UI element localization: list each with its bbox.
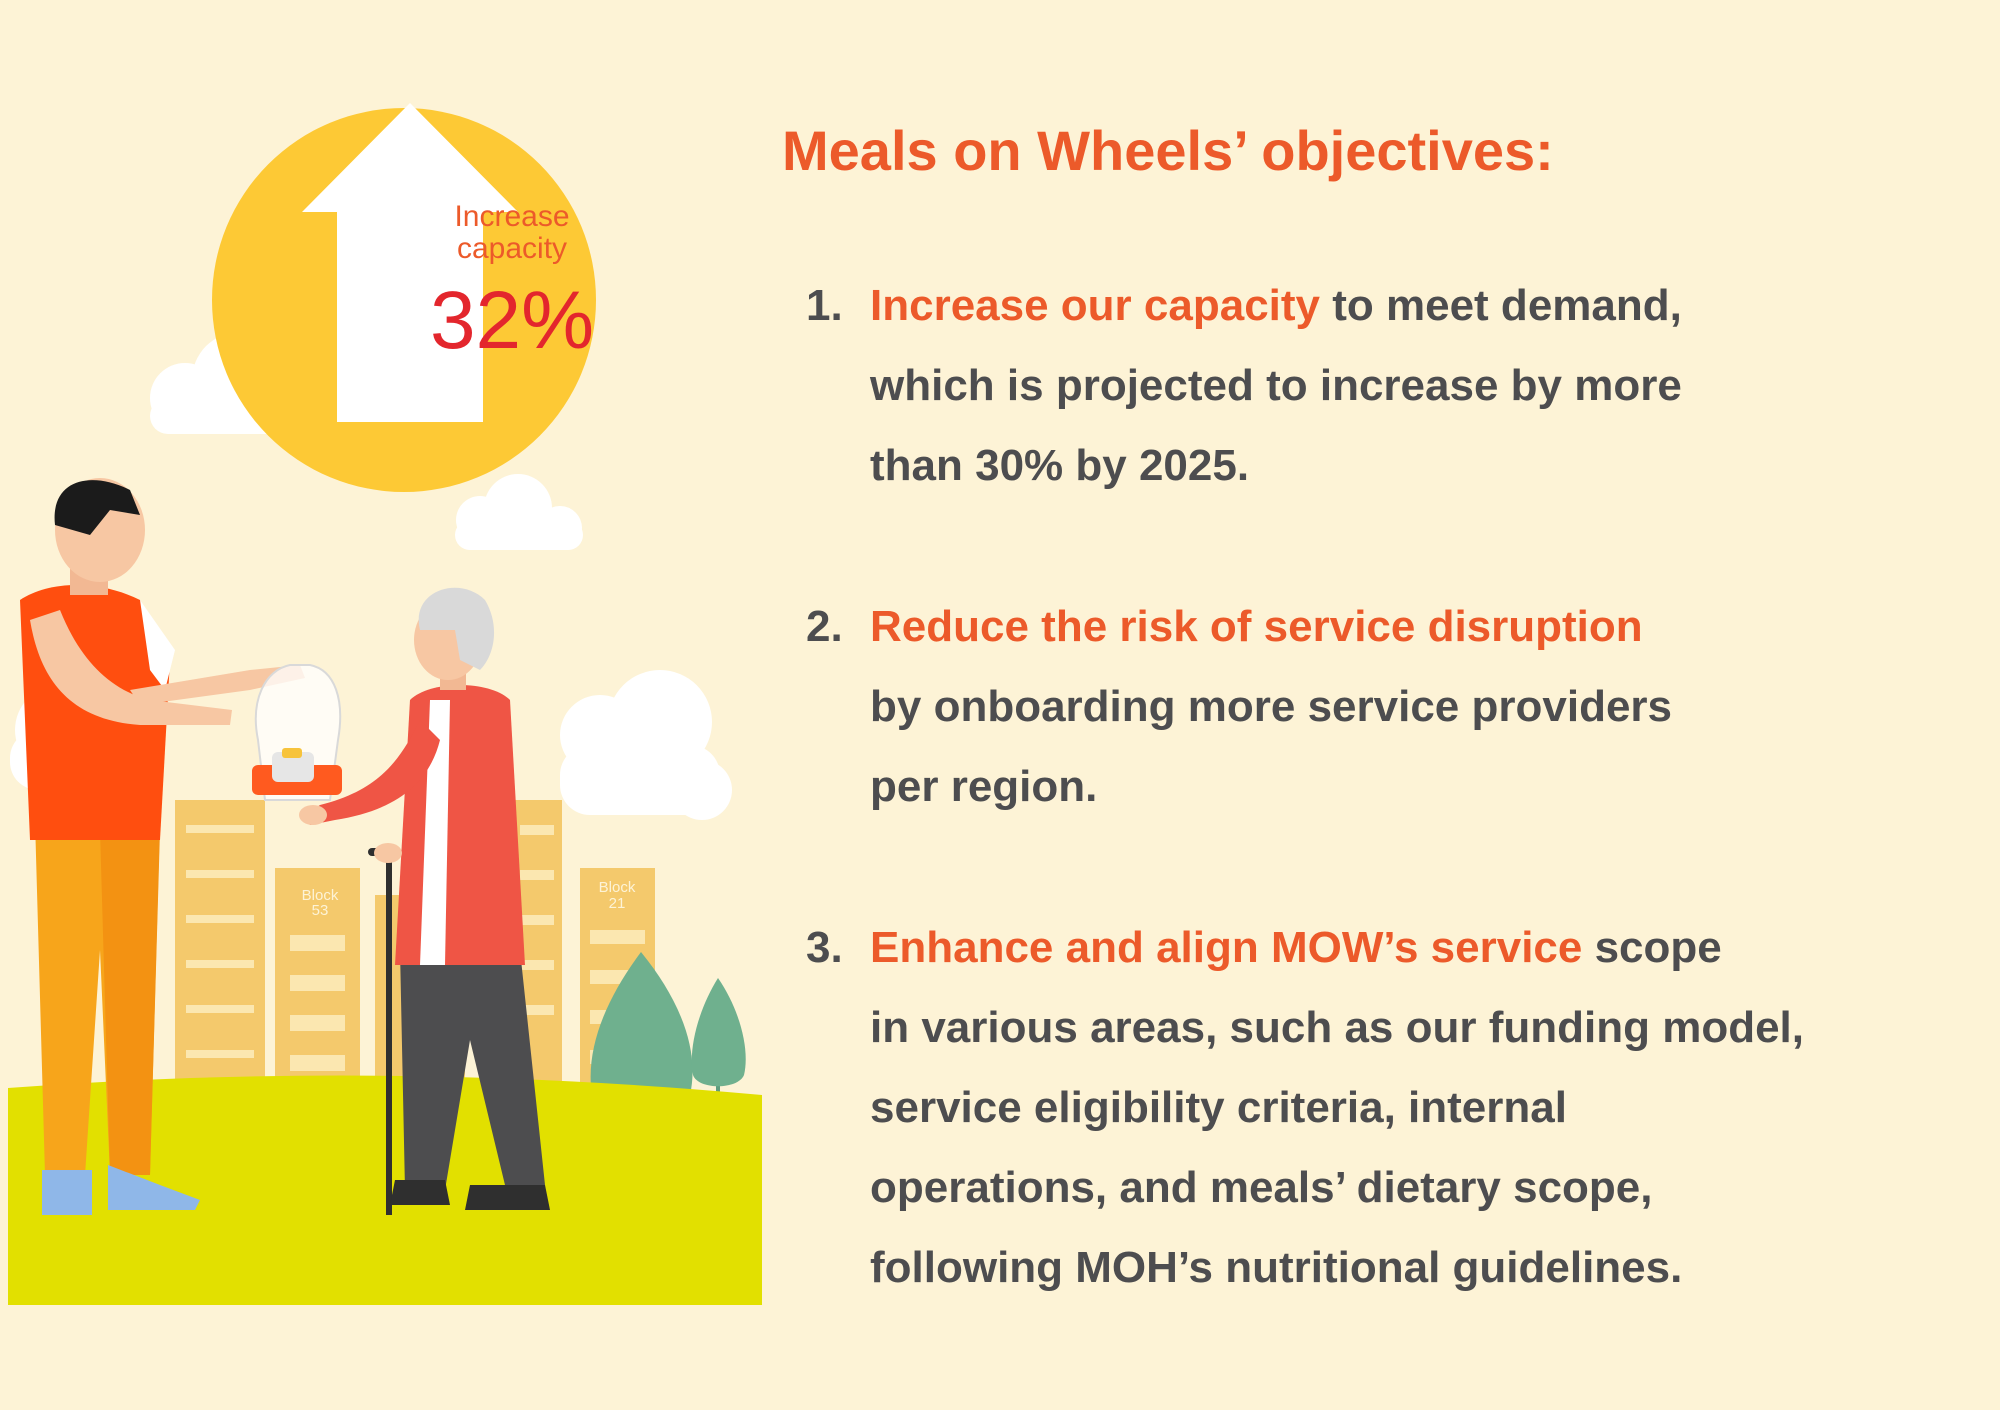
building-left-tall bbox=[175, 800, 265, 1090]
block-21-label-line2: 21 bbox=[609, 895, 626, 912]
capacity-badge: Increase capacity 32% bbox=[212, 103, 596, 492]
illustration: Increase capacity 32% Block 53 bbox=[8, 103, 762, 1305]
grass-hill bbox=[8, 1075, 762, 1305]
objective-item-2: 2. Reduce the risk of service disruption… bbox=[806, 587, 1986, 827]
objective-line: than 30% by 2025. bbox=[870, 441, 1250, 490]
block-53-label-line2: 53 bbox=[312, 902, 329, 919]
objective-first-line: Reduce the risk of service disruption bbox=[870, 587, 1986, 667]
objective-number: 1. bbox=[806, 281, 843, 330]
objective-number: 2. bbox=[806, 602, 843, 651]
objective-line: per region. bbox=[870, 762, 1098, 811]
building-block-53: Block 53 bbox=[275, 868, 360, 1090]
objective-highlight: Reduce the risk of service disruption bbox=[870, 602, 1643, 651]
objective-first-line-rest: to meet demand, bbox=[1320, 281, 1682, 330]
badge-value: 32% bbox=[430, 275, 594, 366]
badge-label-line2: capacity bbox=[457, 232, 567, 265]
meal-bag bbox=[252, 664, 342, 801]
badge-label-line1: Increase bbox=[454, 200, 569, 233]
tree-large bbox=[590, 952, 693, 1120]
objective-line: following MOH’s nutritional guidelines. bbox=[870, 1243, 1683, 1292]
elderly-woman bbox=[299, 587, 550, 1215]
objective-line: operations, and meals’ dietary scope, bbox=[870, 1163, 1653, 1212]
objective-first-line-rest: scope bbox=[1582, 923, 1722, 972]
cloud-middle bbox=[455, 474, 583, 550]
objective-highlight: Enhance and align MOW’s service bbox=[870, 923, 1583, 972]
objective-line: which is projected to increase by more bbox=[870, 361, 1682, 410]
objective-number: 3. bbox=[806, 923, 843, 972]
volunteer-man bbox=[20, 478, 305, 1215]
objective-item-3: 3. Enhance and align MOW’s service scope… bbox=[806, 908, 1986, 1308]
objective-line: service eligibility criteria, internal bbox=[870, 1083, 1567, 1132]
objective-highlight: Increase our capacity bbox=[870, 281, 1321, 330]
block-21-label-line1: Block bbox=[599, 879, 636, 896]
objective-line: in various areas, such as our funding mo… bbox=[870, 1003, 1804, 1052]
page-title: Meals on Wheels’ objectives: bbox=[782, 119, 1554, 182]
objective-first-line: Increase our capacity to meet demand, bbox=[870, 266, 1986, 346]
objective-item-1: 1. Increase our capacity to meet demand,… bbox=[806, 266, 1986, 506]
objective-first-line: Enhance and align MOW’s service scope bbox=[870, 908, 1986, 988]
cloud-right bbox=[560, 670, 732, 820]
block-53-label-line1: Block bbox=[302, 887, 339, 904]
objective-line: by onboarding more service providers bbox=[870, 682, 1673, 731]
tree-small bbox=[691, 978, 746, 1100]
